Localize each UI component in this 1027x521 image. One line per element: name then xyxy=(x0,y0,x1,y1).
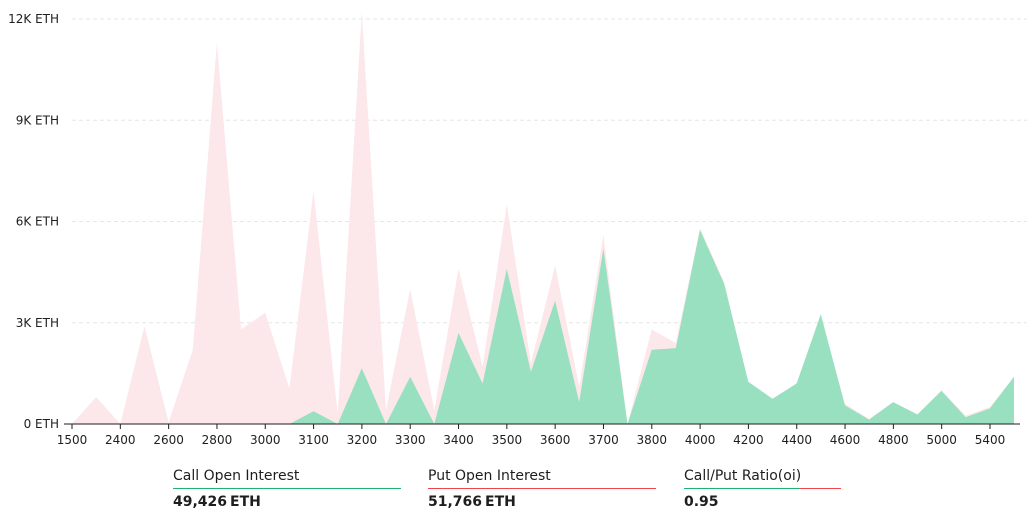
put-oi-value: 51,766 ETH xyxy=(428,494,656,510)
call-oi-stat: Call Open Interest 49,426 ETH xyxy=(173,468,401,510)
x-tick-label: 3600 xyxy=(540,433,571,447)
series-areas xyxy=(72,12,1014,425)
ratio-underline xyxy=(684,488,841,489)
x-tick-label: 2400 xyxy=(105,433,136,447)
x-tick-label: 4000 xyxy=(685,433,716,447)
ratio-put-segment xyxy=(800,488,841,489)
put-oi-unit: ETH xyxy=(485,494,516,510)
summary-panel: Call Open Interest 49,426 ETH Put Open In… xyxy=(0,468,1027,521)
call-oi-underline xyxy=(173,488,401,489)
y-tick-label: 3K ETH xyxy=(16,316,59,330)
put-oi-number: 51,766 xyxy=(428,494,483,510)
call-oi-area xyxy=(72,229,1014,424)
ratio-call-segment xyxy=(684,488,800,489)
x-tick-label: 3000 xyxy=(250,433,281,447)
x-tick-label: 2800 xyxy=(202,433,233,447)
x-tick-label: 3200 xyxy=(347,433,378,447)
put-oi-stat: Put Open Interest 51,766 ETH xyxy=(428,468,656,510)
x-tick-label: 3500 xyxy=(492,433,523,447)
put-oi-underline xyxy=(428,488,656,489)
ratio-stat: Call/Put Ratio(oi) 0.95 xyxy=(684,468,841,510)
x-axis: 1500 2400 2600 2800 3000 3100 3200 3300 3400 3500… xyxy=(57,423,1020,447)
call-oi-unit: ETH xyxy=(230,494,261,510)
call-oi-value: 49,426 ETH xyxy=(173,494,401,510)
ratio-value: 0.95 xyxy=(684,494,719,510)
put-oi-area xyxy=(72,12,1014,425)
x-tick-label: 3300 xyxy=(395,433,426,447)
x-tick-label: 1500 xyxy=(57,433,88,447)
x-tick-label: 4200 xyxy=(733,433,764,447)
x-tick-label: 4600 xyxy=(830,433,861,447)
y-axis-labels: 0 ETH 3K ETH 6K ETH 9K ETH 12K ETH xyxy=(8,12,59,431)
y-tick-label: 12K ETH xyxy=(8,12,59,26)
ratio-label: Call/Put Ratio(oi) xyxy=(684,468,802,484)
x-tick-label: 3800 xyxy=(637,433,668,447)
open-interest-chart: 0 ETH 3K ETH 6K ETH 9K ETH 12K ETH 1500 2400 2… xyxy=(8,12,1027,447)
x-tick-label: 4400 xyxy=(781,433,812,447)
x-tick-label: 2600 xyxy=(153,433,184,447)
y-tick-label: 9K ETH xyxy=(16,113,59,127)
put-oi-label: Put Open Interest xyxy=(428,468,551,484)
x-tick-label: 4800 xyxy=(878,433,909,447)
x-tick-label: 5400 xyxy=(975,433,1006,447)
x-tick-label: 3700 xyxy=(588,433,619,447)
x-tick-label: 5000 xyxy=(926,433,957,447)
y-tick-label: 6K ETH xyxy=(16,215,59,229)
x-tick-label: 3100 xyxy=(298,433,329,447)
call-oi-number: 49,426 xyxy=(173,494,228,510)
y-tick-label: 0 ETH xyxy=(24,417,59,431)
call-oi-label: Call Open Interest xyxy=(173,468,300,484)
x-tick-label: 3400 xyxy=(443,433,474,447)
